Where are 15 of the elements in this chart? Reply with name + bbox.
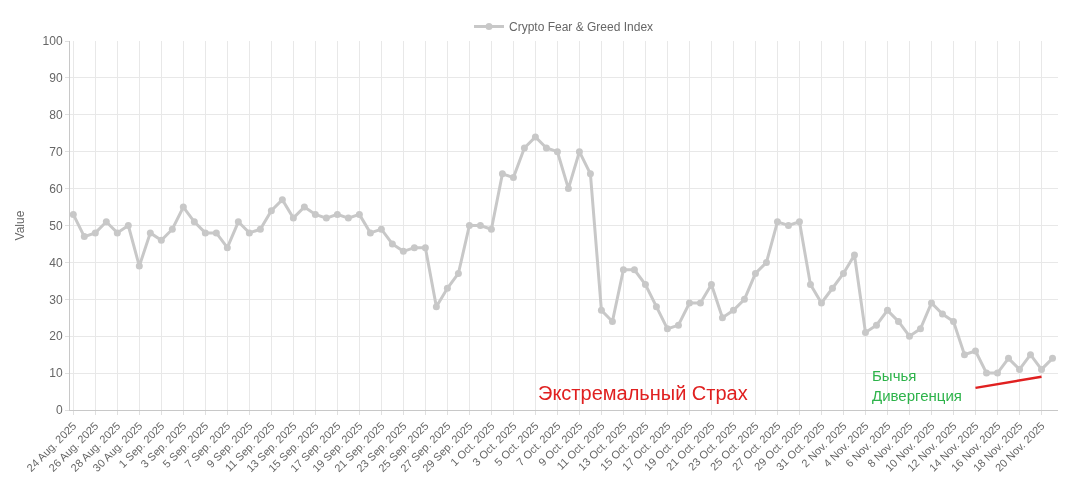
legend-label: Crypto Fear & Greed Index <box>509 20 654 35</box>
y-tick-label: 60 <box>49 181 63 196</box>
y-tick-label: 30 <box>49 292 63 307</box>
y-tick-label: 90 <box>49 71 63 86</box>
y-tick-label: 50 <box>49 218 63 233</box>
y-tick-label: 40 <box>49 255 63 270</box>
annotation: Экстремальный Страх <box>538 382 748 404</box>
y-tick-label: 80 <box>49 108 63 122</box>
y-tick-label: 100 <box>42 34 63 49</box>
annotation: Бычья Дивергенция <box>872 367 962 404</box>
y-tick-label: 70 <box>49 144 63 159</box>
y-tick-label: 0 <box>55 403 63 418</box>
y-tick-label: 20 <box>49 329 63 344</box>
y-axis-title: Value <box>12 210 27 241</box>
y-tick-label: 10 <box>49 366 63 381</box>
